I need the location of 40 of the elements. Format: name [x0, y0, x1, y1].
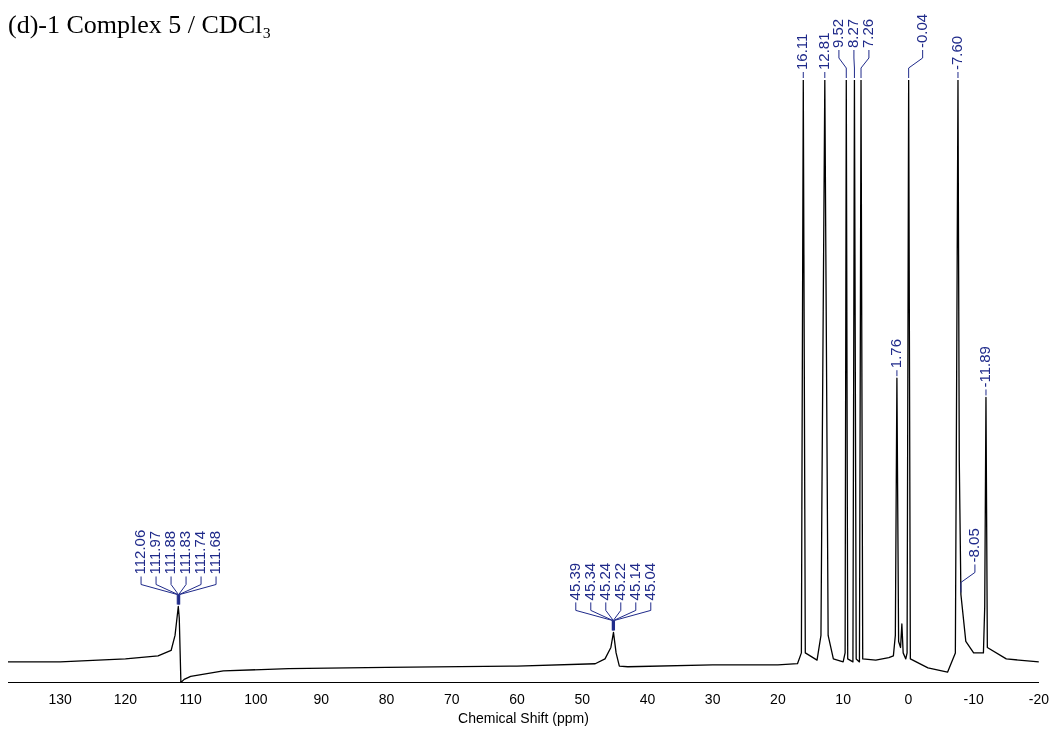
- annotation: 45.14: [625, 562, 643, 601]
- chart-title: (d)-1 Complex 5 / CDCl₃: [8, 10, 272, 40]
- annotation: -0.04: [912, 13, 930, 48]
- annotation: 45.04: [640, 562, 658, 601]
- annotation: 7.26: [859, 18, 877, 48]
- x-tick-label: 80: [378, 690, 395, 707]
- annotation: 45.39: [565, 562, 583, 601]
- annotation: 111.88: [161, 530, 179, 575]
- x-tick-label: 100: [244, 690, 268, 707]
- annotation: 1.76: [887, 338, 905, 369]
- annotation: 9.52: [829, 18, 847, 48]
- x-tick-label: 50: [574, 690, 591, 707]
- x-tick-label: -10: [963, 690, 984, 707]
- annotation: 111.83: [176, 530, 194, 575]
- annotation: -8.05: [965, 528, 983, 563]
- annotation: 112.06: [131, 529, 149, 575]
- x-tick-label: 70: [443, 690, 460, 707]
- x-tick-label: 120: [113, 690, 138, 707]
- annotation: 45.22: [610, 562, 628, 601]
- annotation: 45.24: [595, 562, 613, 601]
- x-tick-label: -20: [1028, 690, 1050, 707]
- annotation: 16.11: [793, 33, 811, 70]
- x-axis-title: Chemical Shift (ppm): [458, 710, 589, 727]
- annotation: 111.68: [206, 530, 224, 575]
- annotation: -7.60: [948, 35, 966, 70]
- x-tick-label: 130: [48, 690, 73, 707]
- annotation: 45.34: [580, 562, 598, 601]
- annotation: -11.89: [976, 346, 994, 388]
- x-tick-label: 20: [770, 690, 786, 707]
- x-tick-label: 90: [313, 690, 330, 707]
- x-tick-label: 10: [835, 690, 852, 707]
- annotation: 111.74: [191, 530, 209, 575]
- x-tick-label: 60: [509, 690, 525, 707]
- x-tick-label: 30: [704, 690, 721, 707]
- annotation: 12.81: [814, 32, 832, 70]
- x-tick-label: 110: [179, 690, 203, 707]
- x-tick-label: 0: [904, 690, 913, 707]
- x-tick-label: 40: [639, 690, 656, 707]
- annotation: 111.97: [146, 530, 164, 575]
- annotation: 8.27: [844, 18, 862, 48]
